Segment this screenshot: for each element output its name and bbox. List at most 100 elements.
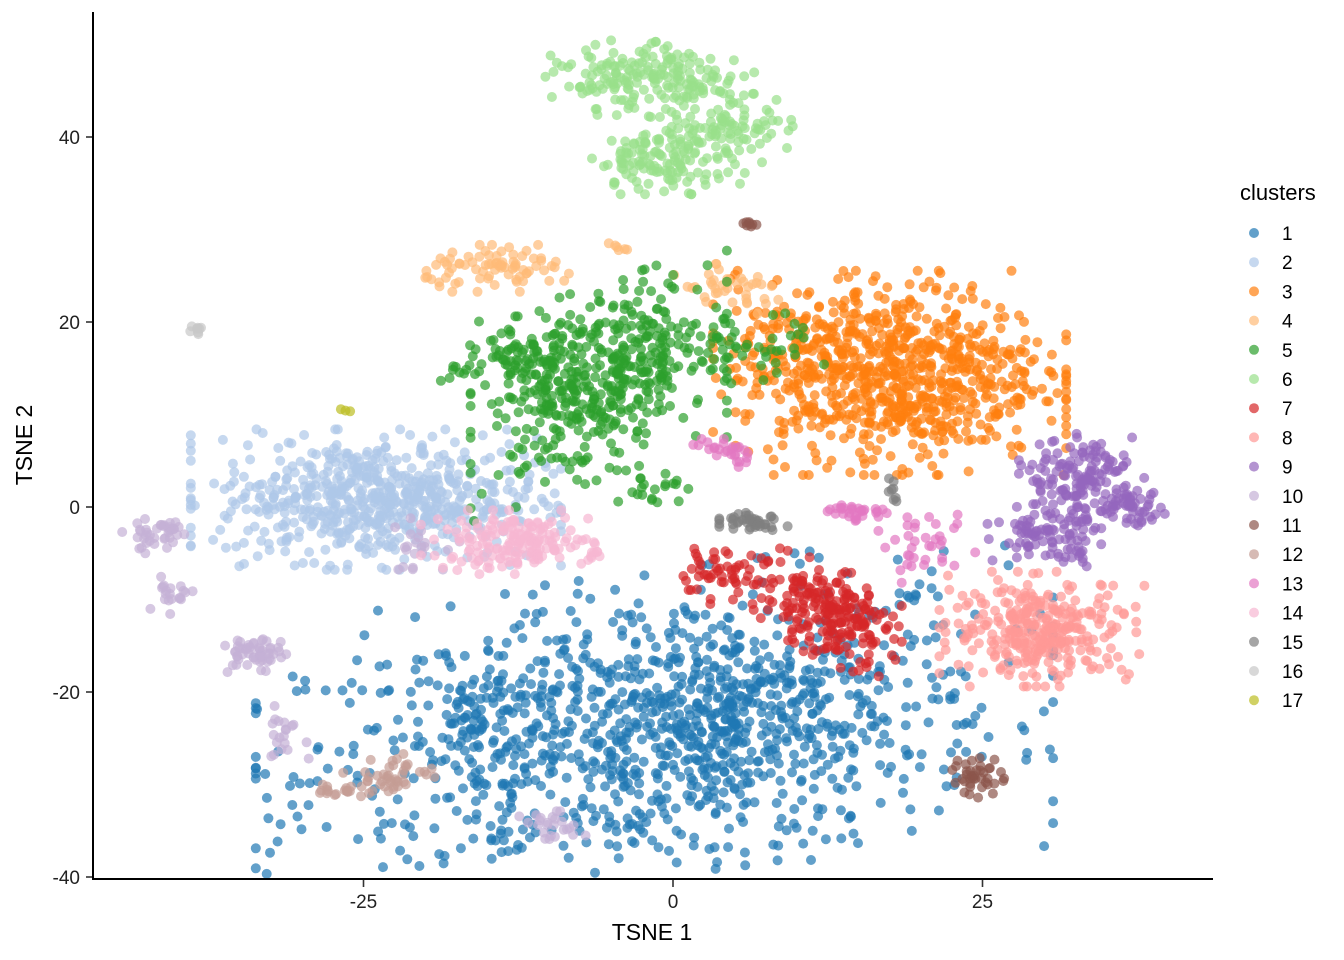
point [496, 328, 507, 339]
point [784, 660, 795, 671]
point [897, 655, 908, 666]
point [743, 768, 754, 779]
point [836, 348, 847, 359]
point [768, 454, 779, 465]
point [512, 311, 523, 322]
point [638, 479, 649, 490]
point [981, 346, 992, 357]
point [567, 339, 578, 350]
point [827, 773, 838, 784]
point [841, 592, 852, 603]
point [1118, 460, 1129, 471]
point [896, 395, 907, 406]
point [733, 657, 744, 668]
point [717, 760, 728, 770]
point [1045, 650, 1056, 661]
point [848, 743, 859, 754]
point [539, 354, 550, 365]
point [1065, 543, 1076, 554]
point [320, 544, 331, 555]
point [787, 725, 798, 736]
point [733, 98, 744, 109]
point [520, 697, 531, 708]
point [883, 406, 894, 417]
point [1056, 631, 1067, 642]
point [556, 560, 566, 571]
point [554, 292, 565, 303]
point [636, 351, 647, 362]
point [1130, 601, 1141, 612]
point [775, 557, 786, 567]
point [254, 493, 265, 503]
point [445, 458, 456, 469]
point [345, 503, 356, 514]
point [632, 296, 643, 307]
point [603, 238, 614, 249]
point [600, 317, 611, 328]
point [898, 773, 909, 784]
point [1111, 484, 1122, 495]
point [185, 540, 196, 551]
point [914, 579, 925, 590]
point [450, 712, 461, 723]
point [1051, 566, 1062, 577]
point [533, 820, 544, 830]
point [548, 342, 559, 353]
point [800, 608, 811, 619]
point [523, 404, 534, 415]
point [1013, 440, 1024, 451]
point [1113, 651, 1123, 662]
point [814, 565, 824, 575]
point [946, 382, 957, 393]
point [304, 778, 315, 789]
point [722, 664, 733, 675]
point [848, 389, 859, 400]
point [846, 722, 857, 733]
point [422, 506, 433, 516]
point [835, 805, 846, 816]
point [1039, 457, 1050, 468]
point [577, 88, 588, 99]
point [789, 318, 800, 329]
point [864, 630, 875, 641]
point [934, 668, 945, 679]
point [510, 426, 521, 437]
point [813, 552, 824, 563]
point [876, 434, 886, 445]
point [474, 316, 484, 327]
point [789, 749, 799, 760]
point [380, 442, 391, 453]
point [613, 245, 624, 256]
point [162, 542, 172, 553]
point [590, 758, 601, 769]
point [766, 128, 777, 139]
point [662, 72, 673, 82]
point [573, 749, 584, 760]
point [653, 842, 664, 853]
point [395, 424, 406, 435]
point [670, 803, 681, 814]
point [457, 729, 468, 740]
point [378, 456, 389, 467]
point [631, 805, 642, 816]
point [185, 482, 196, 493]
point [300, 504, 310, 515]
point [536, 702, 546, 713]
point [330, 424, 341, 435]
point [740, 860, 751, 871]
point [617, 687, 628, 698]
point [902, 629, 913, 640]
point [532, 656, 543, 667]
point [712, 169, 723, 179]
point [610, 416, 621, 427]
point [621, 374, 632, 385]
point [1134, 649, 1145, 660]
point [803, 378, 814, 388]
point [925, 360, 936, 371]
point [879, 308, 890, 319]
point [610, 694, 621, 705]
point [820, 585, 831, 596]
point [541, 732, 552, 743]
point [440, 272, 451, 283]
point [615, 407, 626, 418]
